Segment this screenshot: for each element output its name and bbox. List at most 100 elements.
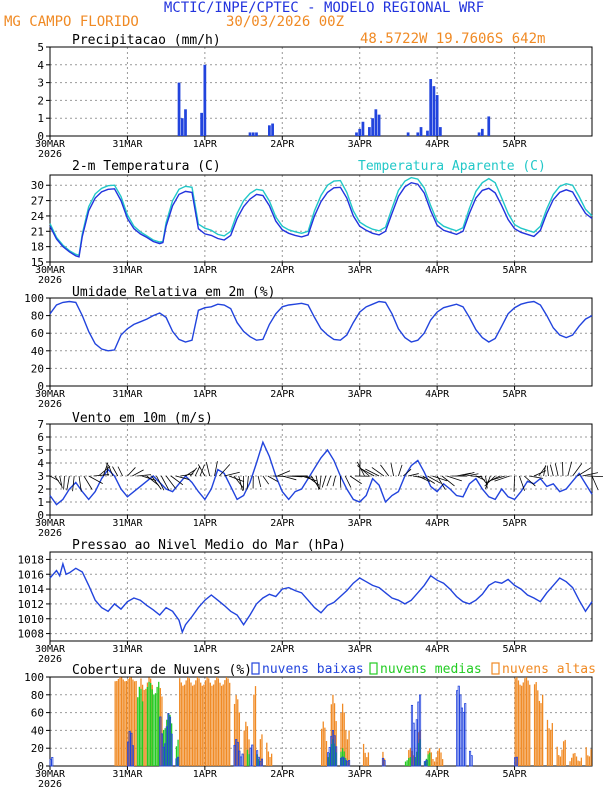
wind-arrow (117, 466, 123, 477)
x-tick-label: 30MAR (35, 769, 66, 780)
cloud-bar (460, 707, 464, 767)
cloud-bar (562, 741, 565, 766)
cloud-bar (432, 758, 434, 766)
cloud-bar (237, 699, 239, 766)
main-title: MCTIC/INPE/CPTEC - MODELO REGIONAL WRF (164, 0, 484, 16)
wind-arrow (577, 467, 592, 477)
cloud-bar (141, 701, 144, 766)
cloud-bar (243, 730, 245, 766)
cloud-bar (159, 688, 161, 766)
x-tick-label: 31MAR (112, 769, 143, 780)
cloud-bar (114, 681, 116, 766)
wind-arrow (466, 473, 479, 477)
plot-frame (49, 551, 593, 642)
cloud-bar (345, 730, 347, 766)
cloud-bar (150, 683, 152, 766)
wind-arrow (219, 464, 231, 477)
cloud-bar (200, 682, 202, 766)
cloud-bar (254, 686, 257, 766)
x-tick-label: 3APR (348, 265, 373, 276)
cloud-bar (229, 682, 231, 766)
cloud-bar (522, 682, 524, 766)
cloud-bar (132, 679, 134, 766)
wind-arrow (321, 475, 327, 488)
cloud-bar (239, 756, 243, 767)
cloud-bar (216, 677, 218, 766)
cloud-bar (191, 685, 194, 766)
wind-arrow (63, 475, 65, 490)
y-tick-label: 20 (31, 362, 44, 375)
precip-bar (374, 109, 378, 136)
cloud-bar (253, 694, 255, 766)
x-tick-label: 30MAR (35, 265, 66, 276)
y-tick-label: 40 (31, 345, 44, 358)
wind-arrow (137, 474, 152, 477)
cloud-bar (135, 680, 137, 766)
cloud-bar (241, 753, 244, 767)
cloud-bar (251, 744, 254, 767)
x-tick-label: 31MAR (112, 265, 143, 276)
precip-bar (271, 123, 274, 136)
cloud-bar (180, 682, 182, 766)
cloud-bar (470, 755, 473, 767)
cloud-bar (330, 704, 332, 766)
cloud-bar (260, 758, 264, 767)
x-tick-label: 2APR (270, 389, 295, 400)
clouds-legend-swatch (369, 662, 378, 675)
precip-bar (248, 132, 252, 136)
precip-bar (377, 114, 381, 136)
cloud-bar (246, 749, 249, 766)
precip-bar (416, 132, 420, 136)
cloud-bar (424, 761, 426, 766)
cloud-bar (198, 678, 200, 766)
wind-arrow (403, 468, 412, 477)
y-tick-label: 5 (37, 444, 44, 457)
cloud-bar (382, 751, 384, 766)
plot-frame (49, 46, 593, 137)
wind-arrow (214, 461, 218, 477)
wind-arrow (54, 475, 62, 486)
cloud-bar (343, 751, 345, 766)
wind-arrow (246, 475, 249, 490)
precip-bar (255, 132, 258, 136)
clouds-legend-label: nuvens medias (380, 662, 482, 677)
cloud-bar (419, 739, 421, 766)
cloud-bar (515, 756, 518, 767)
cloud-bar (524, 678, 526, 766)
precip-bar (251, 132, 255, 136)
wind-arrow (591, 475, 599, 491)
y-tick-label: 60 (31, 707, 44, 720)
cloud-bar (249, 747, 252, 767)
wind-arrow (238, 475, 243, 491)
cloud-bar (533, 684, 536, 766)
wind-arrow (494, 475, 510, 482)
cloud-bar (456, 690, 459, 767)
y-tick-label: 7 (37, 418, 44, 431)
cloud-bar (190, 682, 192, 766)
wind-arrow (319, 475, 322, 490)
y-tick-label: 40 (31, 724, 44, 737)
wind-arrow (224, 471, 240, 477)
x-tick-label: 1APR (193, 265, 218, 276)
wind-arrow (549, 464, 554, 477)
cloud-bar (519, 684, 521, 766)
cloud-bar (335, 721, 337, 766)
cloud-bar (188, 678, 191, 766)
cloud-bar (196, 677, 199, 766)
humidity-line (49, 300, 593, 352)
cloud-bar (235, 695, 237, 766)
wind-arrow (357, 465, 370, 477)
cloud-bar (270, 753, 273, 766)
y-tick-label: 0 (37, 760, 44, 773)
cloud-bar (225, 677, 228, 766)
cloud-bar (211, 685, 213, 766)
cloud-bar (266, 742, 268, 766)
x-tick-label: 5APR (503, 644, 528, 655)
cloud-bar (408, 758, 410, 766)
cloud-bar (219, 682, 221, 766)
cloud-bar (195, 680, 197, 766)
cloud-bar (233, 703, 236, 766)
cloud-bar (127, 678, 129, 766)
wind-arrow (332, 475, 336, 487)
x-tick-label: 1APR (193, 389, 218, 400)
